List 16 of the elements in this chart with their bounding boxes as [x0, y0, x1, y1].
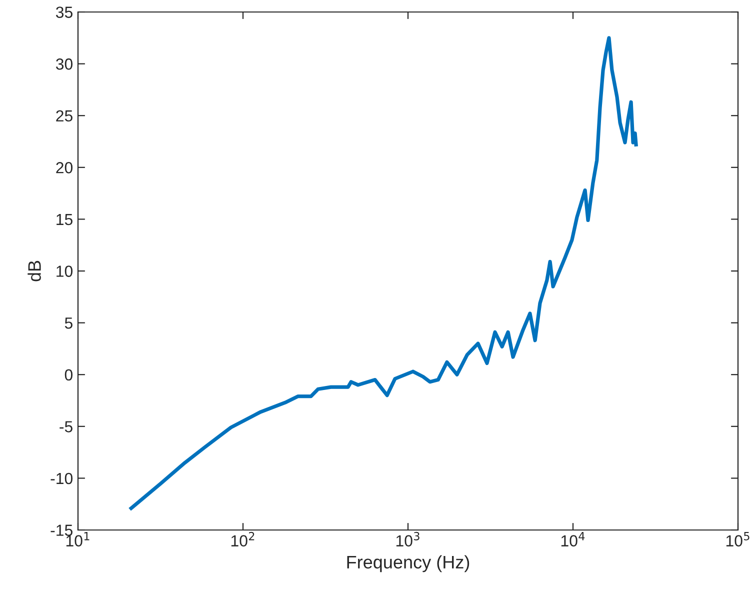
- x-tick-label: 10$^{3}$: [396, 532, 420, 546]
- y-tick-label: 0: [64, 369, 73, 381]
- x-tick-label: 10$^{5}$: [726, 532, 750, 546]
- x-tick-label: 10$^{2}$: [231, 532, 254, 546]
- y-tick-label: 20: [56, 162, 73, 174]
- y-tick-label: 30: [56, 58, 73, 70]
- y-tick-label: 10: [56, 266, 73, 277]
- y-tick-label: -5: [60, 421, 72, 432]
- y-tick-label: 15: [56, 214, 72, 226]
- x-tick-label: 10$^{4}$: [561, 532, 585, 546]
- y-tick-label: -10: [50, 472, 73, 484]
- y-tick-label: 25: [56, 110, 72, 122]
- y-axis-title: dB: [28, 260, 41, 282]
- y-tick-label: 5: [64, 318, 72, 329]
- y-tick-label: 35: [56, 6, 72, 18]
- x-axis-title: Frequency (Hz): [347, 555, 470, 572]
